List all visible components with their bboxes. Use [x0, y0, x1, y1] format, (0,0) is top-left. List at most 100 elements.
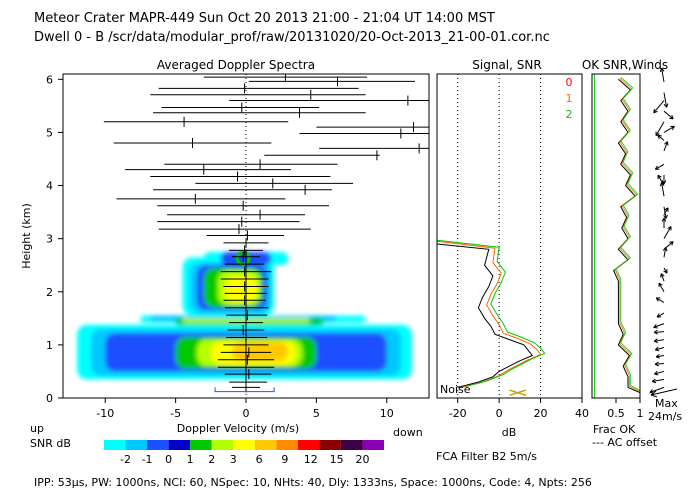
- wind-arrow-31: [659, 67, 665, 83]
- colorbar-tick-6: 6: [256, 453, 263, 466]
- ytick-label-4: 4: [46, 180, 53, 193]
- colorbar-tick-4: 2: [208, 453, 215, 466]
- ok-xtick-label-1: 1: [637, 407, 644, 420]
- header-line1: Meteor Crater MAPR-449 Sun Oct 20 2013 2…: [34, 11, 495, 26]
- snr-title: Signal, SNR: [472, 58, 541, 72]
- colorbar-tick-1: -1: [142, 453, 153, 466]
- snr-panel: -20 0 20 40 Noise dB: [436, 73, 589, 439]
- xtick-label-4: 10: [380, 407, 394, 420]
- ytick-label-3: 3: [46, 233, 53, 246]
- series-legend: 0 1 2: [566, 76, 573, 121]
- colorbar-tick-2: 0: [165, 453, 172, 466]
- snr-xlabel: dB: [502, 426, 517, 439]
- frac-ok-frame: [591, 73, 641, 399]
- wind-arrow-26: [663, 125, 675, 133]
- colorbar-tick-8: 12: [304, 453, 318, 466]
- wind-vectors: [649, 67, 678, 398]
- wind-arrow-9: [656, 312, 665, 318]
- colorbar-swatches: [104, 440, 384, 450]
- snr-frame: [436, 73, 583, 399]
- snr-profiles: [437, 239, 546, 397]
- colorbar-swatch-0: [104, 440, 126, 450]
- wind-arrow-29: [653, 100, 665, 114]
- spectra-axes: -10 -5 0 5 10 0 1 2 3 4 5 6: [46, 73, 394, 420]
- ytick-label-1: 1: [46, 339, 53, 352]
- wind-arrow-24: [663, 141, 669, 152]
- frac-ok-line: [593, 74, 640, 398]
- wind-arrow-28: [663, 110, 674, 120]
- snr-grid: [457, 74, 542, 398]
- colorbar-label: SNR dB: [30, 437, 71, 450]
- wind-max-value: 24m/s: [648, 410, 682, 423]
- label-down: down: [393, 426, 423, 439]
- legend-1: 1: [566, 92, 573, 105]
- wind-arrow-1: [651, 378, 665, 384]
- heat-band-5-1: [224, 275, 258, 303]
- wind-arrow-22: [661, 174, 667, 185]
- colorbar-tick-7: 9: [281, 453, 288, 466]
- wind-arrow-7: [653, 329, 665, 335]
- wind-arrow-19: [663, 206, 668, 219]
- wind-arrow-27: [655, 121, 665, 137]
- wind-arrow-23: [654, 163, 665, 170]
- frac-ok-series: [612, 78, 640, 394]
- legend-2: 2: [566, 108, 573, 121]
- frac-ok-axes: 0.5 1: [607, 398, 644, 420]
- winds-title: OK SNR,Winds: [582, 58, 668, 72]
- snr-xtick-label-1: 0: [496, 407, 503, 420]
- spectral-width-bars: [103, 74, 429, 393]
- xtick-label-0: -10: [96, 407, 114, 420]
- snr-series-2: [437, 239, 546, 387]
- low-bracket: [214, 387, 275, 393]
- xtick-label-3: 5: [313, 407, 320, 420]
- frac-ok-series-1: [614, 77, 640, 393]
- snr-series-1: [437, 240, 542, 388]
- colorbar-tick-0: -2: [120, 453, 131, 466]
- label-up: up: [30, 422, 44, 435]
- colorbar-swatch-2: [147, 440, 169, 450]
- ylabel-height: Height (km): [20, 203, 33, 269]
- colorbar-swatch-12: [362, 440, 384, 450]
- spectra-panel: -10 -5 0 5 10 0 1 2 3 4 5 6 Height (km) Doppler Vel…: [20, 73, 430, 439]
- colorbar-swatch-8: [276, 440, 298, 450]
- xlabel-velocity: Doppler Velocity (m/s): [177, 422, 299, 435]
- colorbar-ticks: -2 -1 0 1 2 3 6 9 12 15 20: [120, 453, 369, 466]
- wind-arrow-13: [663, 267, 668, 274]
- ac-offset-label: --- AC offset: [592, 436, 658, 449]
- colorbar-swatch-11: [340, 440, 363, 450]
- noise-label: Noise: [440, 383, 471, 396]
- wind-arrow-10: [655, 297, 665, 303]
- colorbar-swatch-5: [211, 440, 234, 450]
- wind-arrow-4: [655, 354, 665, 359]
- wind-arrow-18: [663, 207, 669, 216]
- wind-arrow-15: [663, 241, 674, 250]
- colorbar-tick-9: 15: [330, 453, 344, 466]
- spectra-title: Averaged Doppler Spectra: [157, 58, 315, 72]
- wind-arrow-21: [657, 174, 665, 186]
- wind-arrow-3: [654, 361, 665, 367]
- header-line2: Dwell 0 - B /scr/data/modular_prof/raw/2…: [34, 30, 550, 45]
- colorbar-swatch-4: [190, 440, 212, 450]
- snr-xtick-label-0: -20: [449, 407, 467, 420]
- wind-arrow-11: [658, 282, 665, 293]
- colorbar-swatch-3: [168, 440, 191, 450]
- snr-series-0: [437, 243, 534, 388]
- colorbar-swatch-9: [297, 440, 320, 450]
- ytick-label-2: 2: [46, 286, 53, 299]
- ok-xtick-label-0: 0.5: [607, 407, 625, 420]
- xtick-label-1: -5: [170, 407, 181, 420]
- wind-max-label: Max: [655, 397, 678, 410]
- wind-arrow-30: [663, 92, 669, 108]
- colorbar-swatch-6: [233, 440, 255, 450]
- colorbar-tick-10: 20: [355, 453, 369, 466]
- wind-arrow-12: [660, 273, 665, 282]
- frac-ok-series-2: [615, 76, 640, 392]
- snr-axes: -20 0 20 40: [449, 398, 589, 420]
- wind-arrow-2: [653, 370, 665, 376]
- wind-arrow-5: [654, 346, 665, 352]
- ytick-label-5: 5: [46, 126, 53, 139]
- wind-arrow-6: [653, 338, 665, 344]
- winds-panel: 0.5 1 012 Frac OK --- AC offset Max 24m/s: [566, 67, 682, 449]
- wind-arrow-8: [653, 323, 665, 329]
